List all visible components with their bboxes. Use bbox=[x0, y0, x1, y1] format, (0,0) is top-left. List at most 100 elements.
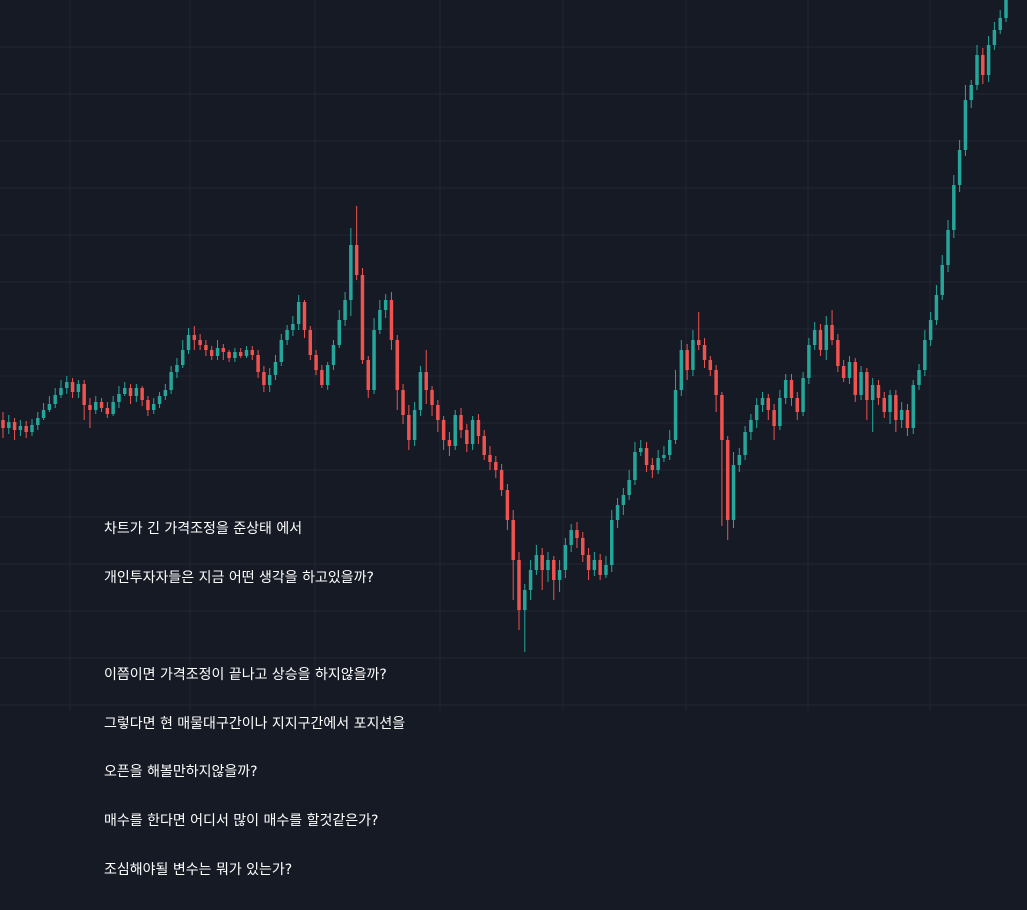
candle-body bbox=[952, 185, 956, 230]
candle-body bbox=[656, 458, 660, 470]
candle bbox=[795, 392, 800, 420]
candle-body bbox=[807, 345, 811, 378]
candle bbox=[836, 334, 840, 372]
candle bbox=[998, 10, 1002, 34]
candle-body bbox=[592, 560, 597, 570]
candle-body bbox=[59, 388, 63, 395]
candle-body bbox=[47, 404, 52, 410]
candle bbox=[267, 368, 272, 392]
candle-body bbox=[227, 352, 231, 358]
candle-body bbox=[18, 426, 23, 430]
candle bbox=[314, 350, 318, 375]
candle bbox=[673, 370, 678, 444]
candle bbox=[192, 326, 197, 350]
annotation-line: 그렇다면 현 매물대구간이나 지지구간에서 포지션을 bbox=[104, 715, 406, 732]
candle-body bbox=[215, 348, 220, 356]
candle-body bbox=[923, 340, 927, 370]
candle bbox=[505, 484, 510, 530]
candle-body bbox=[163, 390, 168, 396]
grid-lines bbox=[0, 0, 1027, 710]
candle-body bbox=[679, 350, 684, 390]
candle bbox=[812, 322, 817, 350]
candle-body bbox=[586, 555, 591, 570]
candle bbox=[969, 80, 973, 108]
annotation-line: 이쯤이면 가격조정이 끝나고 상승을 하지않을까? bbox=[104, 667, 387, 684]
candle-body bbox=[563, 545, 568, 570]
candle-body bbox=[899, 410, 904, 420]
candle bbox=[41, 403, 46, 420]
candle bbox=[604, 556, 608, 578]
candle-body bbox=[256, 355, 260, 372]
candle bbox=[1004, 0, 1008, 22]
candle bbox=[59, 380, 63, 398]
candle-body bbox=[836, 340, 840, 366]
candle bbox=[586, 548, 591, 580]
candle bbox=[499, 464, 504, 496]
candle-body bbox=[627, 480, 631, 495]
candle-body bbox=[436, 405, 440, 420]
candle-body bbox=[772, 410, 776, 426]
candle-body bbox=[940, 265, 944, 295]
candle bbox=[610, 510, 614, 572]
candle-body bbox=[534, 555, 539, 570]
candle bbox=[140, 386, 144, 406]
candle bbox=[627, 470, 631, 500]
candle bbox=[418, 366, 423, 416]
candle bbox=[343, 292, 347, 326]
candlestick-chart[interactable] bbox=[0, 0, 1027, 710]
candle-body bbox=[105, 408, 110, 414]
candle bbox=[296, 295, 301, 330]
candle-body bbox=[169, 372, 173, 390]
candle bbox=[24, 421, 28, 438]
candle bbox=[401, 384, 405, 424]
candle-body bbox=[575, 530, 579, 538]
candle-body bbox=[349, 245, 353, 300]
candle-body bbox=[708, 360, 713, 370]
candle-body bbox=[911, 385, 915, 428]
candle bbox=[227, 350, 231, 362]
candle bbox=[198, 334, 202, 350]
candle bbox=[540, 548, 544, 590]
candle bbox=[325, 362, 330, 390]
candle bbox=[667, 430, 672, 460]
candle-body bbox=[94, 402, 98, 410]
candle-body bbox=[140, 388, 144, 400]
candle-body bbox=[180, 350, 185, 365]
candle bbox=[204, 340, 208, 356]
candle-body bbox=[488, 455, 492, 462]
candle bbox=[934, 285, 939, 325]
candle bbox=[870, 378, 875, 432]
candle bbox=[894, 390, 898, 432]
candle-body bbox=[30, 425, 34, 432]
candle-body bbox=[969, 85, 973, 100]
candle-body bbox=[720, 395, 724, 440]
candle bbox=[598, 554, 602, 580]
candle-body bbox=[749, 420, 753, 432]
candle bbox=[952, 175, 956, 238]
candle bbox=[494, 456, 498, 478]
candle-body bbox=[279, 340, 284, 362]
candle bbox=[389, 292, 394, 350]
candle-body bbox=[865, 372, 869, 400]
candle bbox=[476, 414, 481, 444]
candle-body bbox=[407, 415, 411, 440]
candle-body bbox=[685, 350, 689, 370]
candle bbox=[459, 408, 463, 438]
chart-area[interactable]: 차트가 긴 가격조정을 준상태 에서 개인투자자들은 지금 어떤 생각을 하고있… bbox=[0, 0, 1027, 878]
candle-body bbox=[882, 398, 886, 412]
candle bbox=[946, 220, 950, 272]
candle-body bbox=[157, 396, 162, 404]
candle bbox=[899, 402, 904, 428]
candle-body bbox=[123, 388, 127, 394]
candle bbox=[70, 378, 75, 398]
candle-body bbox=[146, 400, 150, 410]
candle bbox=[708, 356, 713, 376]
candle bbox=[238, 348, 243, 358]
candle bbox=[778, 390, 782, 430]
candle bbox=[569, 524, 573, 552]
candle bbox=[424, 350, 428, 404]
candle bbox=[1, 412, 5, 438]
candles bbox=[1, 0, 1008, 652]
candle bbox=[488, 446, 492, 470]
candle bbox=[186, 328, 191, 354]
